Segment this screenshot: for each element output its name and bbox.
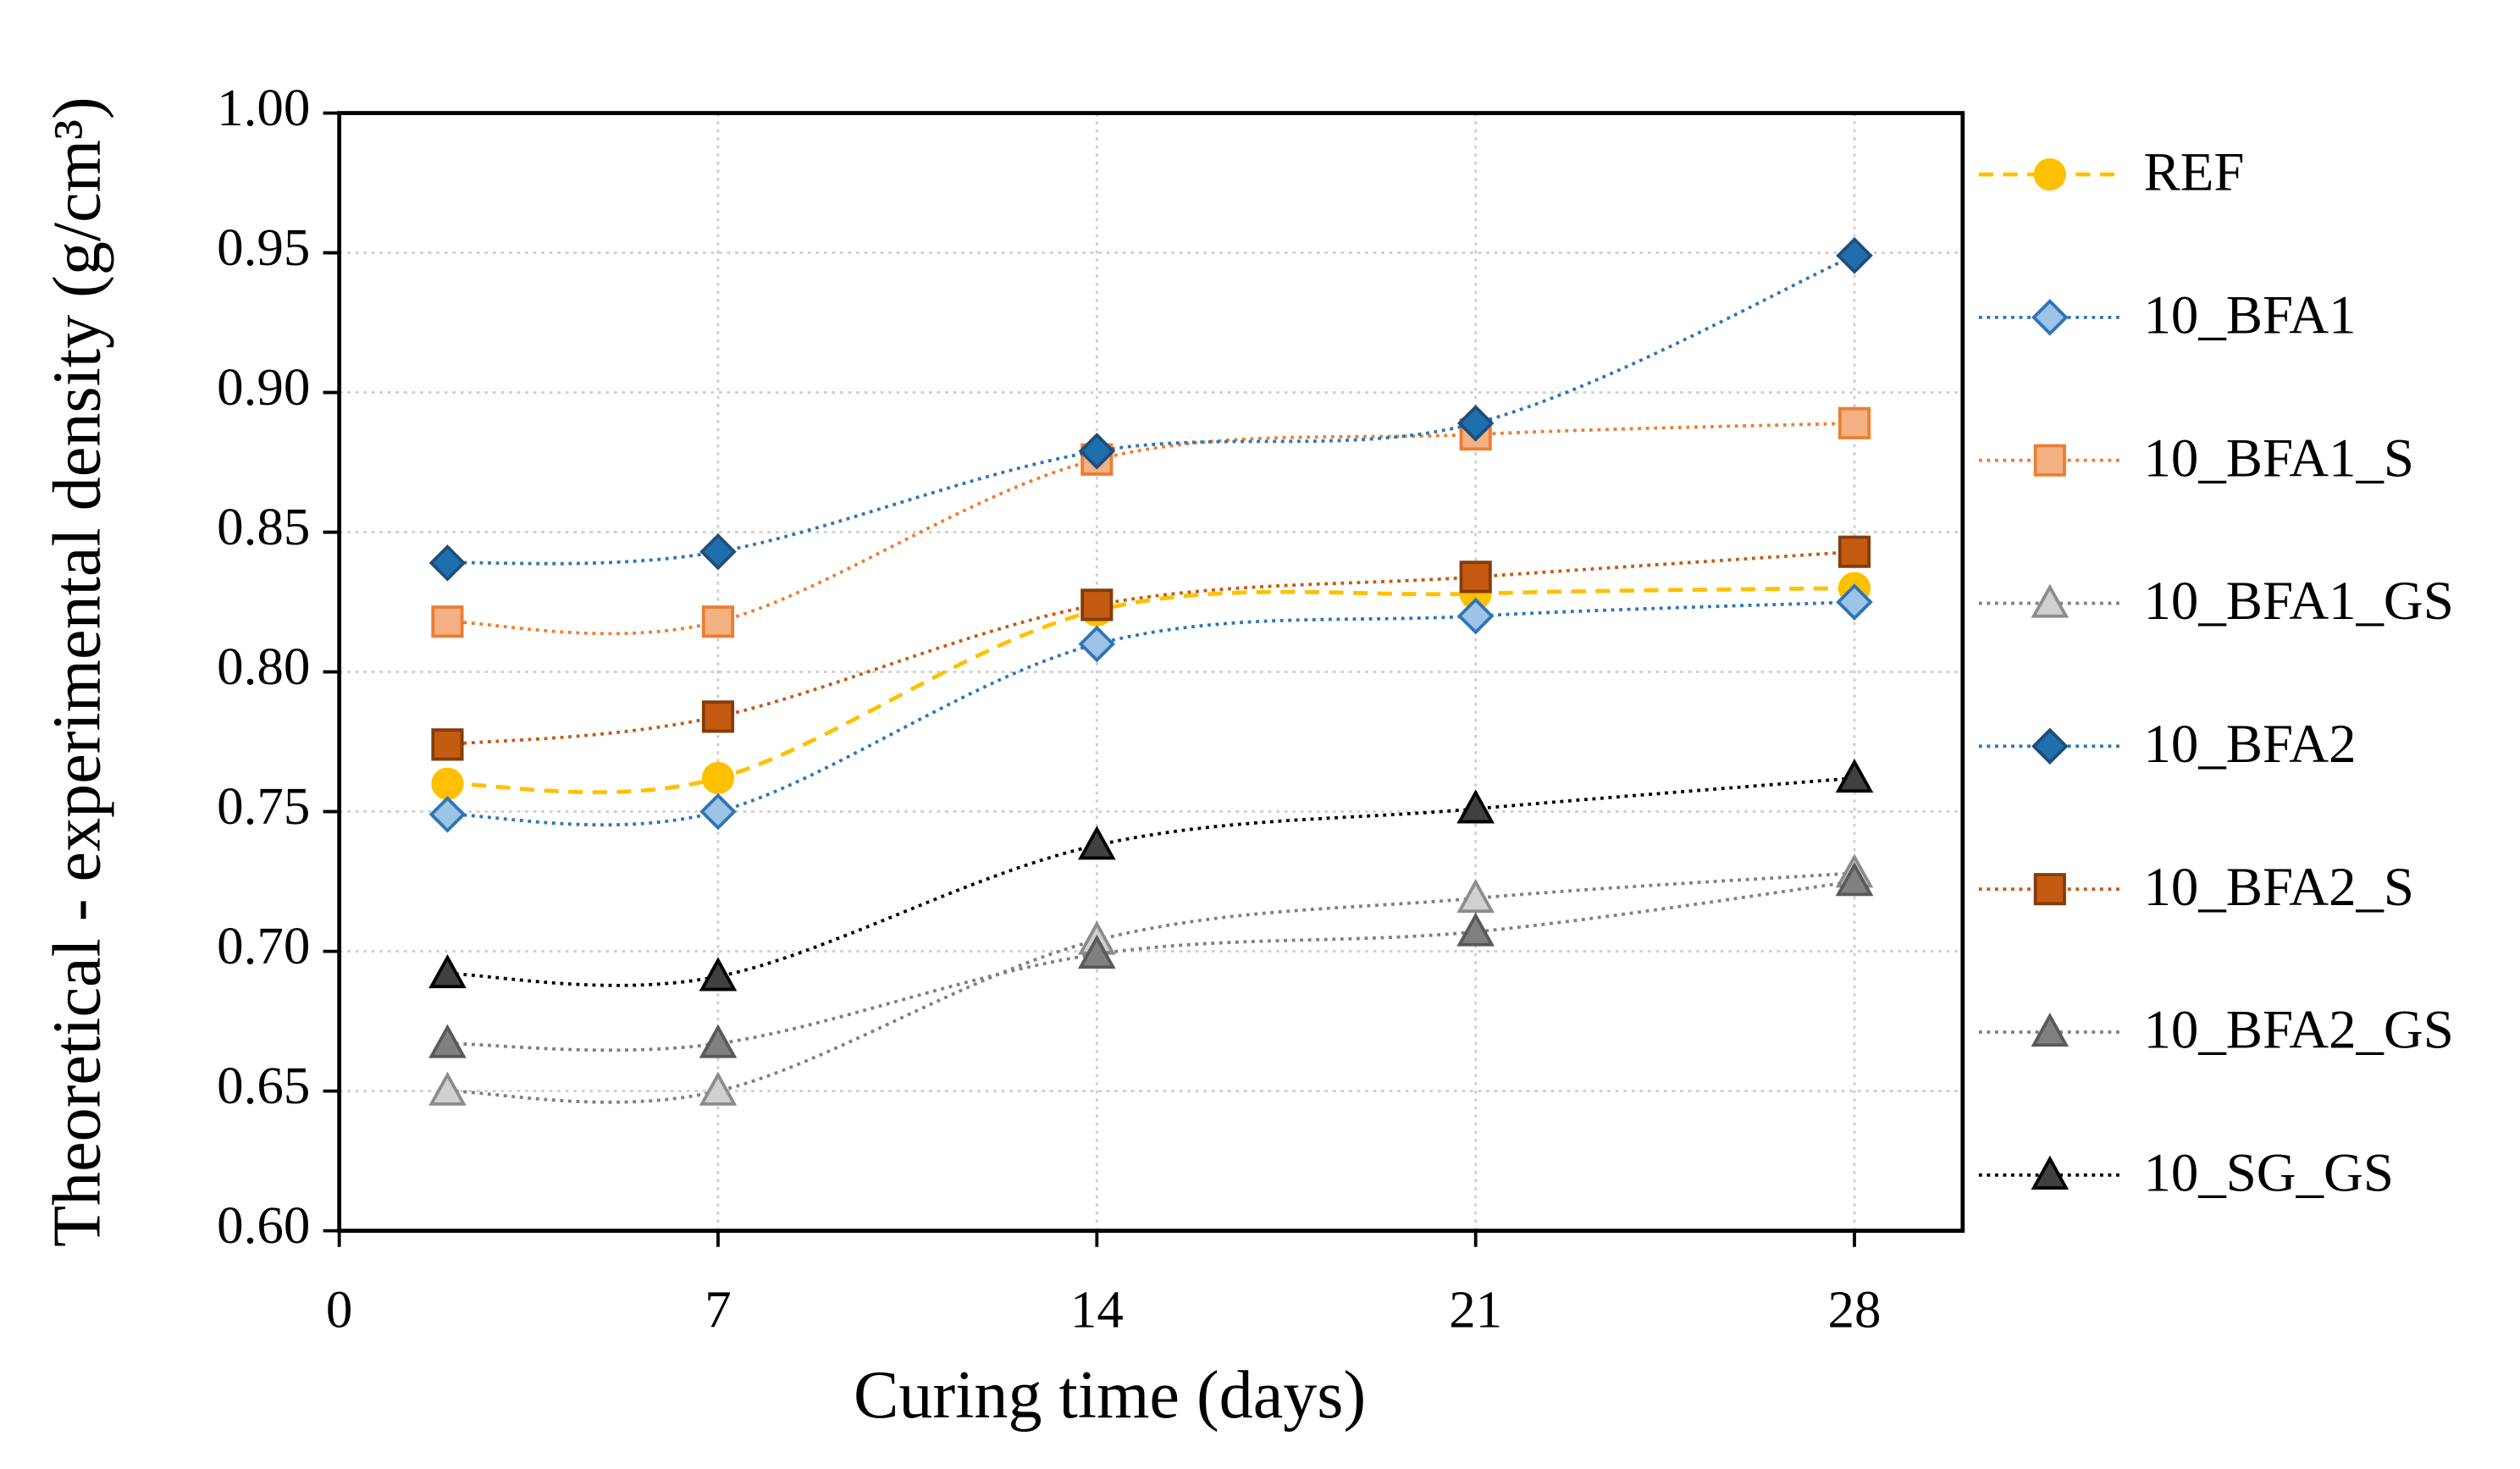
marker [1456, 789, 1495, 824]
x-axis-title: Curing time (days) [854, 1358, 1366, 1433]
marker [1080, 588, 1114, 621]
marker [428, 953, 467, 989]
series [428, 583, 1873, 833]
series-line [447, 254, 1855, 566]
x-tick-label: 14 [1070, 1279, 1124, 1339]
marker [701, 700, 735, 733]
marker [2031, 1155, 2070, 1190]
legend-item: 10_BFA2 [1978, 714, 2357, 775]
legend-label: REF [2143, 142, 2244, 203]
marker [699, 957, 738, 991]
marker [1078, 433, 1116, 470]
plot-frame [337, 111, 1965, 1234]
marker [1838, 535, 1871, 568]
legend-label: 10_BFA1 [2143, 285, 2356, 346]
marker [1838, 406, 1871, 439]
marker [2031, 299, 2069, 336]
marker [1459, 561, 1492, 594]
y-tick-label: 0.70 [217, 916, 310, 975]
marker [1456, 878, 1495, 914]
series [428, 758, 1874, 991]
y-tick-label: 0.95 [217, 218, 310, 277]
marker [1078, 625, 1116, 663]
x-tick-label: 21 [1449, 1279, 1502, 1339]
series-line [447, 421, 1855, 636]
x-tick-label: 7 [705, 1279, 731, 1339]
legend-label: 10_BFA2_GS [2143, 1000, 2453, 1061]
marker [428, 1024, 467, 1058]
legend-label: 10_BFA1_S [2143, 428, 2414, 489]
y-tick-label: 0.60 [217, 1196, 310, 1255]
marker [2033, 873, 2066, 906]
series [428, 237, 1873, 582]
marker [428, 796, 467, 833]
y-tick-label: 0.85 [217, 497, 310, 556]
y-tick-label: 0.90 [217, 357, 310, 417]
marker [1456, 912, 1495, 947]
legend-label: 10_SG_GS [2143, 1142, 2393, 1203]
marker [1836, 583, 1873, 621]
y-axis-title: Theoretical - experimental density (g/cm… [41, 97, 115, 1247]
marker [699, 1024, 738, 1058]
marker [1078, 934, 1116, 969]
legend-item: 10_BFA2_S [1978, 857, 2414, 918]
marker [701, 605, 735, 638]
marker [1456, 405, 1495, 442]
marker [699, 533, 737, 571]
marker [431, 728, 464, 761]
marker [2033, 444, 2066, 477]
y-tick-label: 1.00 [217, 78, 310, 137]
legend-item: 10_SG_GS [1978, 1142, 2394, 1203]
marker [428, 1071, 467, 1106]
marker [428, 544, 467, 582]
marker [1835, 758, 1874, 793]
legend-item: 10_BFA1 [1978, 285, 2357, 346]
marker [699, 792, 737, 831]
y-tick-label: 0.75 [217, 776, 310, 836]
legend-item: 10_BFA1_S [1978, 428, 2414, 489]
legend-label: 10_BFA2_S [2143, 857, 2414, 918]
marker [431, 767, 464, 800]
series-line [447, 549, 1855, 747]
series [431, 535, 1871, 761]
legend-item: REF [1978, 142, 2244, 203]
series [428, 862, 1874, 1058]
legend-item: 10_BFA2_GS [1978, 1000, 2454, 1061]
marker [431, 605, 464, 638]
marker [1456, 597, 1495, 635]
legend-label: 10_BFA1_GS [2143, 571, 2453, 632]
legend-item: 10_BFA1_GS [1978, 571, 2454, 632]
marker [2031, 727, 2069, 765]
marker [2033, 157, 2066, 191]
marker [2031, 1012, 2070, 1047]
marker [1078, 826, 1116, 860]
marker [699, 1071, 738, 1106]
x-tick-label: 28 [1828, 1279, 1882, 1339]
marker [2031, 583, 2070, 618]
x-tick-label: 0 [326, 1279, 352, 1339]
series-line [447, 880, 1855, 1052]
marker [701, 761, 735, 795]
marker [1835, 862, 1874, 897]
marker [1836, 237, 1873, 274]
y-tick-label: 0.80 [217, 637, 310, 696]
series-line [447, 776, 1855, 987]
legend-label: 10_BFA2 [2143, 714, 2356, 775]
y-tick-label: 0.65 [217, 1056, 310, 1115]
